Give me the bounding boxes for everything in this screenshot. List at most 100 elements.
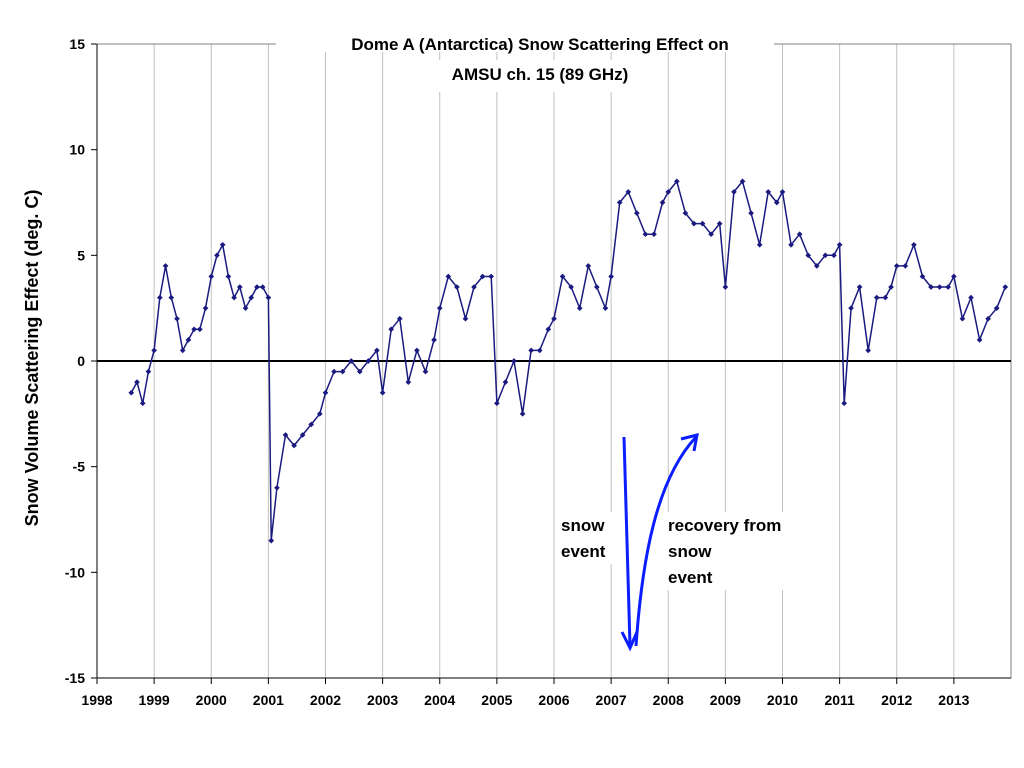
x-tick-label-2009: 2009 [710, 692, 741, 708]
snow-event-arrow [622, 436, 632, 647]
x-tick-label-2011: 2011 [824, 692, 855, 708]
data-point [471, 284, 477, 290]
data-point [594, 284, 600, 290]
data-point [162, 263, 169, 269]
data-point [191, 326, 197, 333]
data-point [902, 263, 909, 269]
snow-event-arrowhead [620, 631, 639, 652]
data-point [673, 178, 680, 185]
chart-title: Dome A (Antarctica) Snow Scattering Effe… [351, 35, 729, 54]
data-point [454, 284, 460, 290]
data-point [602, 305, 609, 311]
annotation-recovery-line-1: recovery from [668, 516, 781, 535]
data-point [976, 337, 983, 343]
annotation-bg-right [664, 512, 814, 590]
x-tick-label-2005: 2005 [481, 692, 512, 708]
data-point [248, 294, 255, 301]
data-point [259, 284, 266, 290]
data-point [911, 241, 917, 248]
data-point [841, 400, 848, 407]
y-tick-label--5: -5 [73, 459, 86, 475]
data-point [274, 484, 280, 491]
data-point [322, 389, 329, 396]
data-point [134, 379, 140, 385]
data-point [831, 252, 837, 259]
data-point [568, 284, 574, 290]
data-point [536, 347, 543, 354]
data-point [642, 231, 649, 238]
data-point [174, 315, 180, 322]
data-point [968, 294, 974, 301]
data-point [873, 294, 880, 301]
data-point [856, 284, 863, 290]
data-point [959, 315, 966, 322]
x-tick-label-2007: 2007 [596, 692, 627, 708]
data-point [945, 284, 951, 290]
data-point [145, 368, 152, 375]
data-point [691, 220, 697, 227]
data-point [748, 210, 754, 216]
annotation-bg-left [558, 512, 618, 564]
data-point [788, 241, 794, 248]
data-point [893, 263, 900, 269]
data-point [445, 273, 452, 280]
data-point [585, 263, 592, 269]
x-tick-label-2013: 2013 [938, 692, 969, 708]
data-point [254, 284, 260, 290]
data-point [651, 231, 657, 238]
annotation-recovery-line-2: snow [668, 542, 712, 561]
data-point [659, 199, 666, 206]
data-point [773, 199, 780, 206]
data-point [185, 337, 192, 343]
data-point [339, 368, 346, 375]
data-point [888, 284, 894, 290]
y-axis-label: Snow Volume Scattering Effect (deg. C) [22, 190, 42, 527]
data-point [396, 315, 403, 322]
data-point [576, 305, 583, 311]
data-point [625, 189, 632, 195]
x-tick-label-2006: 2006 [538, 692, 569, 708]
data-point [331, 368, 337, 375]
data-point [139, 400, 146, 407]
data-point [1002, 284, 1009, 290]
data-point [919, 273, 926, 280]
data-point [822, 252, 829, 259]
data-point [379, 389, 386, 396]
data-point [431, 337, 437, 343]
data-point [739, 178, 746, 185]
data-point [208, 273, 215, 280]
data-point [494, 400, 500, 407]
data-point [765, 189, 772, 195]
data-point [128, 389, 135, 396]
data-point [836, 241, 843, 248]
data-point [545, 326, 552, 333]
data-point [756, 241, 763, 248]
y-tick-label-15: 15 [69, 36, 85, 52]
data-point [219, 241, 226, 248]
data-point [265, 294, 272, 301]
data-point [405, 379, 412, 385]
data-point [813, 263, 820, 269]
chart-subtitle: AMSU ch. 15 (89 GHz) [452, 65, 629, 84]
x-tick-label-2010: 2010 [767, 692, 798, 708]
data-point [722, 284, 729, 290]
data-point [519, 411, 526, 417]
data-point [356, 368, 363, 375]
recovery-arrow [634, 435, 698, 647]
data-point [528, 347, 534, 354]
y-tick-label-0: 0 [77, 353, 85, 369]
data-series [128, 178, 1009, 544]
annotation-snow-event-line-2: event [561, 542, 606, 561]
x-tick-label-2008: 2008 [653, 692, 684, 708]
data-point [993, 305, 1000, 311]
data-point [462, 315, 469, 322]
x-tick-label-2002: 2002 [310, 692, 341, 708]
data-point [551, 315, 557, 322]
data-point [308, 421, 315, 428]
data-point [168, 294, 175, 301]
data-point [716, 220, 723, 227]
data-point [951, 273, 957, 280]
annotation-recovery-line-3: event [668, 568, 713, 587]
y-tick-label--15: -15 [65, 670, 85, 686]
data-point [848, 305, 854, 311]
